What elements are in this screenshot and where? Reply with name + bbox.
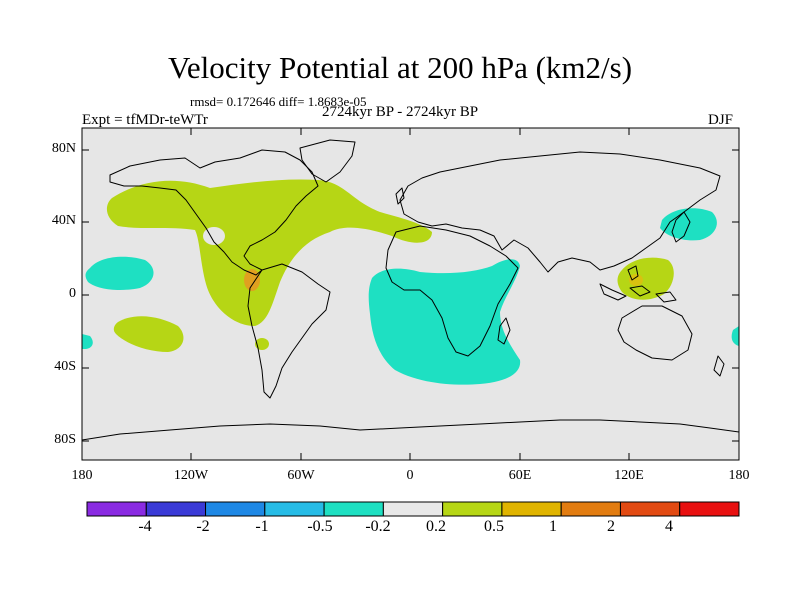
colorbar-swatch xyxy=(501,501,562,517)
lon-label-60e: 60E xyxy=(508,468,532,483)
lon-label-60w: 60W xyxy=(287,468,315,483)
coastline-japan xyxy=(671,211,691,243)
lon-label-180-east: 180 xyxy=(728,468,750,483)
map-title: Velocity Potential at 200 hPa (km2/s) xyxy=(167,50,633,85)
colorbar-swatch xyxy=(442,501,503,517)
period-label: 2724kyr BP - 2724kyr BP xyxy=(322,104,479,120)
coastline-madagascar xyxy=(497,317,511,345)
colorbar xyxy=(86,501,740,517)
anomaly-core-central-america xyxy=(244,269,260,291)
anomaly-region-east-edge xyxy=(731,326,739,346)
experiment-label: Expt = tfMDr-teWTr xyxy=(82,112,208,128)
coastline-maritime-continent xyxy=(599,265,677,303)
colorbar-swatch xyxy=(145,501,207,517)
colorbar-swatch xyxy=(205,501,266,517)
colorbar-label: -2 xyxy=(196,518,210,535)
coastline-new-zealand xyxy=(713,355,725,377)
colorbar-label: 1 xyxy=(549,518,557,535)
coastline-south-america xyxy=(247,263,331,399)
coastline-australia xyxy=(617,305,693,361)
lat-label-0: 0 xyxy=(69,286,76,301)
coastline-africa xyxy=(385,225,519,357)
colorbar-swatch xyxy=(264,501,325,517)
lat-label-40n: 40N xyxy=(51,213,76,228)
coastlines xyxy=(82,139,739,441)
coastline-british-isles xyxy=(395,187,405,205)
colorbar-label: -0.5 xyxy=(307,518,333,535)
colorbar-label: -4 xyxy=(138,518,152,535)
colorbar-swatch xyxy=(679,501,740,517)
lon-label-120e: 120E xyxy=(614,468,644,483)
anomaly-region-south-pacific xyxy=(113,316,184,352)
lon-label-0: 0 xyxy=(406,468,414,483)
colorbar-swatch xyxy=(619,501,681,517)
colorbar-label: 2 xyxy=(607,518,615,535)
anomaly-region-northwest-pacific xyxy=(660,208,717,241)
colorbar-label: -0.2 xyxy=(365,518,391,535)
rmsd-diff-stats: rmsd= 0.172646 diff= 1.8683e-05 xyxy=(190,94,367,109)
colorbar-swatch xyxy=(86,501,147,517)
anomaly-region-south-america-small xyxy=(255,338,269,350)
coastline-eurasia xyxy=(399,151,721,273)
coastline-north-america xyxy=(109,149,319,276)
colorbar-swatch xyxy=(382,501,444,517)
anomaly-core-maritime-continent xyxy=(629,274,643,286)
colorbar-swatch xyxy=(323,501,384,517)
coastline-greenland xyxy=(299,139,356,183)
axis-ticks xyxy=(82,128,739,460)
anomaly-region-east-pacific xyxy=(85,256,154,290)
anomaly-region-atlantic-america xyxy=(106,179,432,326)
lat-label-80n: 80N xyxy=(51,141,76,156)
colorbar-label: 4 xyxy=(665,518,673,535)
anomaly-region-africa-atlantic xyxy=(368,259,521,385)
lon-label-120w: 120W xyxy=(173,468,209,483)
lat-label-80s: 80S xyxy=(54,432,76,447)
lon-label-180-west: 180 xyxy=(71,468,93,483)
colorbar-label: 0.5 xyxy=(484,518,504,535)
colorbar-swatch xyxy=(560,501,621,517)
anomaly-region-west-edge xyxy=(82,334,93,349)
coastline-antarctica xyxy=(82,419,739,441)
colorbar-label: -1 xyxy=(255,518,269,535)
lat-label-40s: 40S xyxy=(54,359,76,374)
colorbar-label: 0.2 xyxy=(426,518,446,535)
season-label: DJF xyxy=(708,112,734,128)
